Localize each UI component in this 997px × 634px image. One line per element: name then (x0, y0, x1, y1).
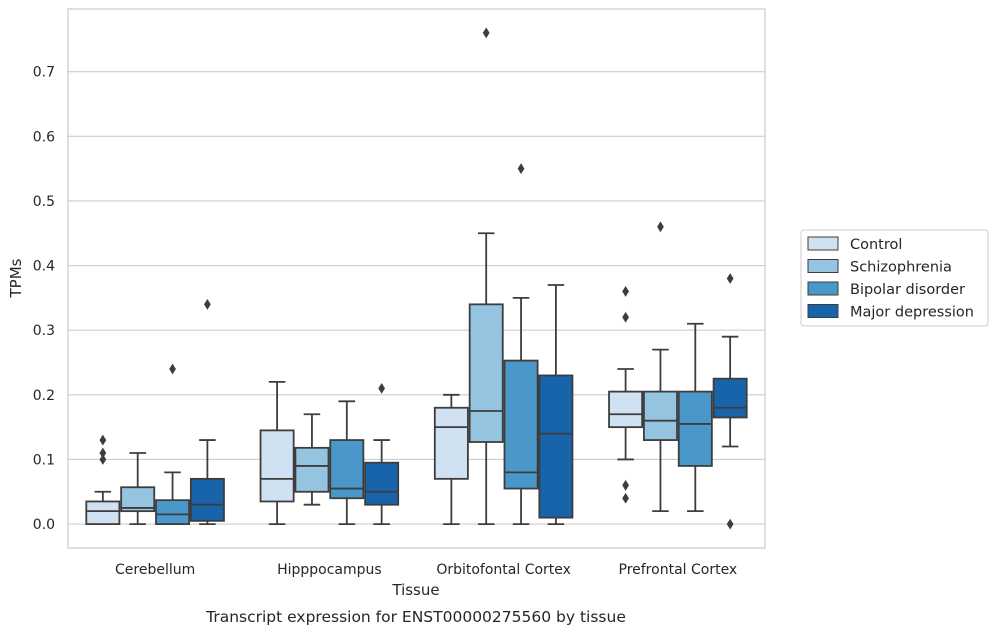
outlier-point (169, 363, 176, 375)
x-tick-label: Prefrontal Cortex (619, 562, 738, 578)
y-tick-label: 0.3 (33, 323, 55, 339)
legend-swatch (807, 236, 839, 251)
box-body (85, 500, 121, 525)
box-body (155, 499, 191, 525)
legend-label: Schizophrenia (850, 260, 952, 276)
box-body (608, 390, 644, 429)
x-tick-label: Cerebellum (115, 562, 195, 578)
gridlines (68, 71, 765, 525)
outlier-point (204, 298, 211, 310)
outlier-point (99, 454, 107, 465)
x-tick-label: Orbitofontal Cortex (436, 562, 571, 578)
outlier-point (517, 163, 525, 175)
y-axis-title: TPMs (7, 258, 25, 298)
box-body (503, 359, 539, 490)
box-schizophrenia (642, 221, 678, 513)
box-body (294, 446, 330, 493)
box-body (364, 461, 400, 506)
box-major-depression (538, 284, 574, 525)
box-control (608, 286, 644, 504)
box-major-depression (189, 298, 225, 525)
y-tick-label: 0.7 (33, 65, 55, 81)
box-body (712, 377, 748, 419)
box-major-depression (364, 382, 400, 525)
box-control (433, 393, 469, 525)
box-schizophrenia (120, 452, 156, 525)
outlier-point (99, 434, 107, 446)
outlier-point (378, 382, 386, 394)
outlier-point (622, 479, 629, 491)
legend-label: Control (850, 237, 902, 253)
outlier-point (622, 286, 629, 297)
x-tick-label: Hipppocampus (277, 562, 382, 578)
y-tick-label: 0.6 (33, 129, 55, 145)
box-control (259, 381, 295, 525)
legend: Control Schizophrenia Bipolar disorder Majo… (800, 229, 989, 327)
box-body (120, 486, 156, 513)
outlier-point (657, 221, 664, 233)
box-bipolar-disorder (155, 363, 191, 525)
legend-swatch (807, 304, 839, 318)
legend-label: Bipolar disorder (850, 282, 965, 298)
outlier-point (726, 273, 734, 284)
box-major-depression (712, 273, 748, 530)
box-bipolar-disorder (329, 400, 365, 525)
box-plot-series (85, 27, 748, 530)
legend-frame (800, 229, 989, 327)
outlier-point (622, 311, 629, 323)
legend-swatch (807, 259, 839, 273)
legend-swatch (807, 281, 839, 296)
box-body (677, 390, 713, 467)
chart-caption: Transcript expression for ENST0000027556… (205, 608, 626, 626)
box-schizophrenia (468, 27, 504, 525)
box-bipolar-disorder (503, 163, 539, 525)
outlier-point (99, 447, 107, 459)
box-body (189, 477, 225, 522)
box-body (433, 406, 469, 480)
box-control (85, 434, 121, 525)
box-body (259, 429, 295, 503)
box-body (468, 303, 504, 443)
box-body (329, 439, 365, 500)
x-axis-title: Tissue (391, 581, 439, 599)
y-tick-label: 0.4 (33, 259, 55, 275)
y-tick-label: 0.2 (33, 388, 55, 404)
x-axis-ticks: Cerebellum Hipppocampus Orbitofontal Corte… (115, 562, 737, 578)
y-tick-label: 0.1 (33, 452, 55, 468)
y-tick-label: 0.5 (33, 194, 55, 210)
box-body (642, 390, 678, 441)
outlier-point (622, 492, 629, 504)
box-bipolar-disorder (677, 322, 713, 513)
y-tick-label: 0.0 (33, 517, 55, 533)
outlier-point (726, 518, 734, 530)
legend-label: Major depression (850, 305, 974, 321)
box-schizophrenia (294, 413, 330, 506)
plot-area-frame (67, 8, 766, 549)
box-body (538, 374, 574, 519)
y-axis-ticks: 0.0 0.1 0.2 0.3 0.4 0.5 0.6 0.7 (33, 65, 55, 533)
outlier-point (482, 27, 490, 39)
